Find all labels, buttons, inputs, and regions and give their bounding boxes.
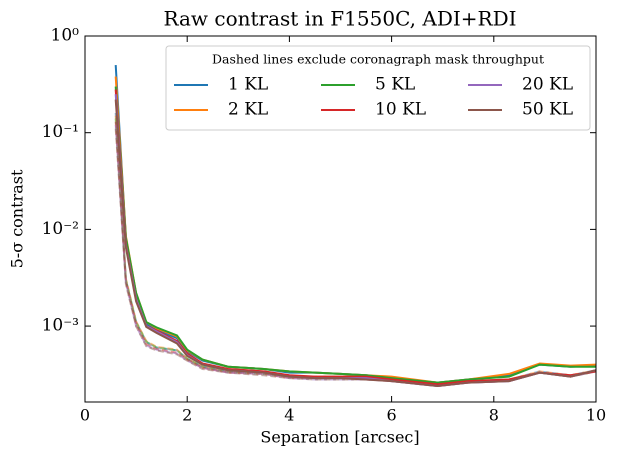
legend-label: 5 KL (375, 75, 415, 95)
legend-title: Dashed lines exclude coronagraph mask th… (212, 52, 544, 67)
y-tick-label: 10⁻¹ (42, 122, 79, 142)
x-tick-label: 6 (387, 406, 397, 425)
line (114, 89, 596, 386)
dashed-line (114, 118, 596, 386)
x-tick-label: 2 (182, 406, 192, 425)
legend-label: 2 KL (228, 100, 268, 120)
line (114, 94, 596, 388)
y-tick-label: 10⁻³ (42, 316, 79, 336)
y-tick-label: 10⁻² (42, 219, 79, 239)
y-axis-label: 5-σ contrast (8, 169, 27, 268)
x-tick-label: 8 (489, 406, 499, 425)
dashed-line (114, 112, 596, 386)
dashed-line (114, 115, 596, 386)
line (114, 86, 596, 384)
x-tick-label: 4 (284, 406, 294, 425)
x-axis-label: Separation [arcsec] (260, 428, 419, 447)
y-tick-label: 10⁰ (51, 26, 80, 46)
plot-frame (84, 35, 597, 403)
dashed-line (114, 121, 596, 388)
x-tick-label: 0 (80, 406, 90, 425)
legend-label: 50 KL (522, 100, 573, 120)
x-tick-label: 10 (586, 406, 606, 425)
chart-title: Raw contrast in F1550C, ADI+RDI (163, 7, 516, 31)
dashed-line (114, 124, 596, 388)
legend-label: 20 KL (522, 75, 573, 95)
dashed-line (114, 128, 596, 388)
line (114, 99, 596, 388)
legend-label: 10 KL (375, 100, 426, 120)
legend-label: 1 KL (228, 75, 268, 95)
